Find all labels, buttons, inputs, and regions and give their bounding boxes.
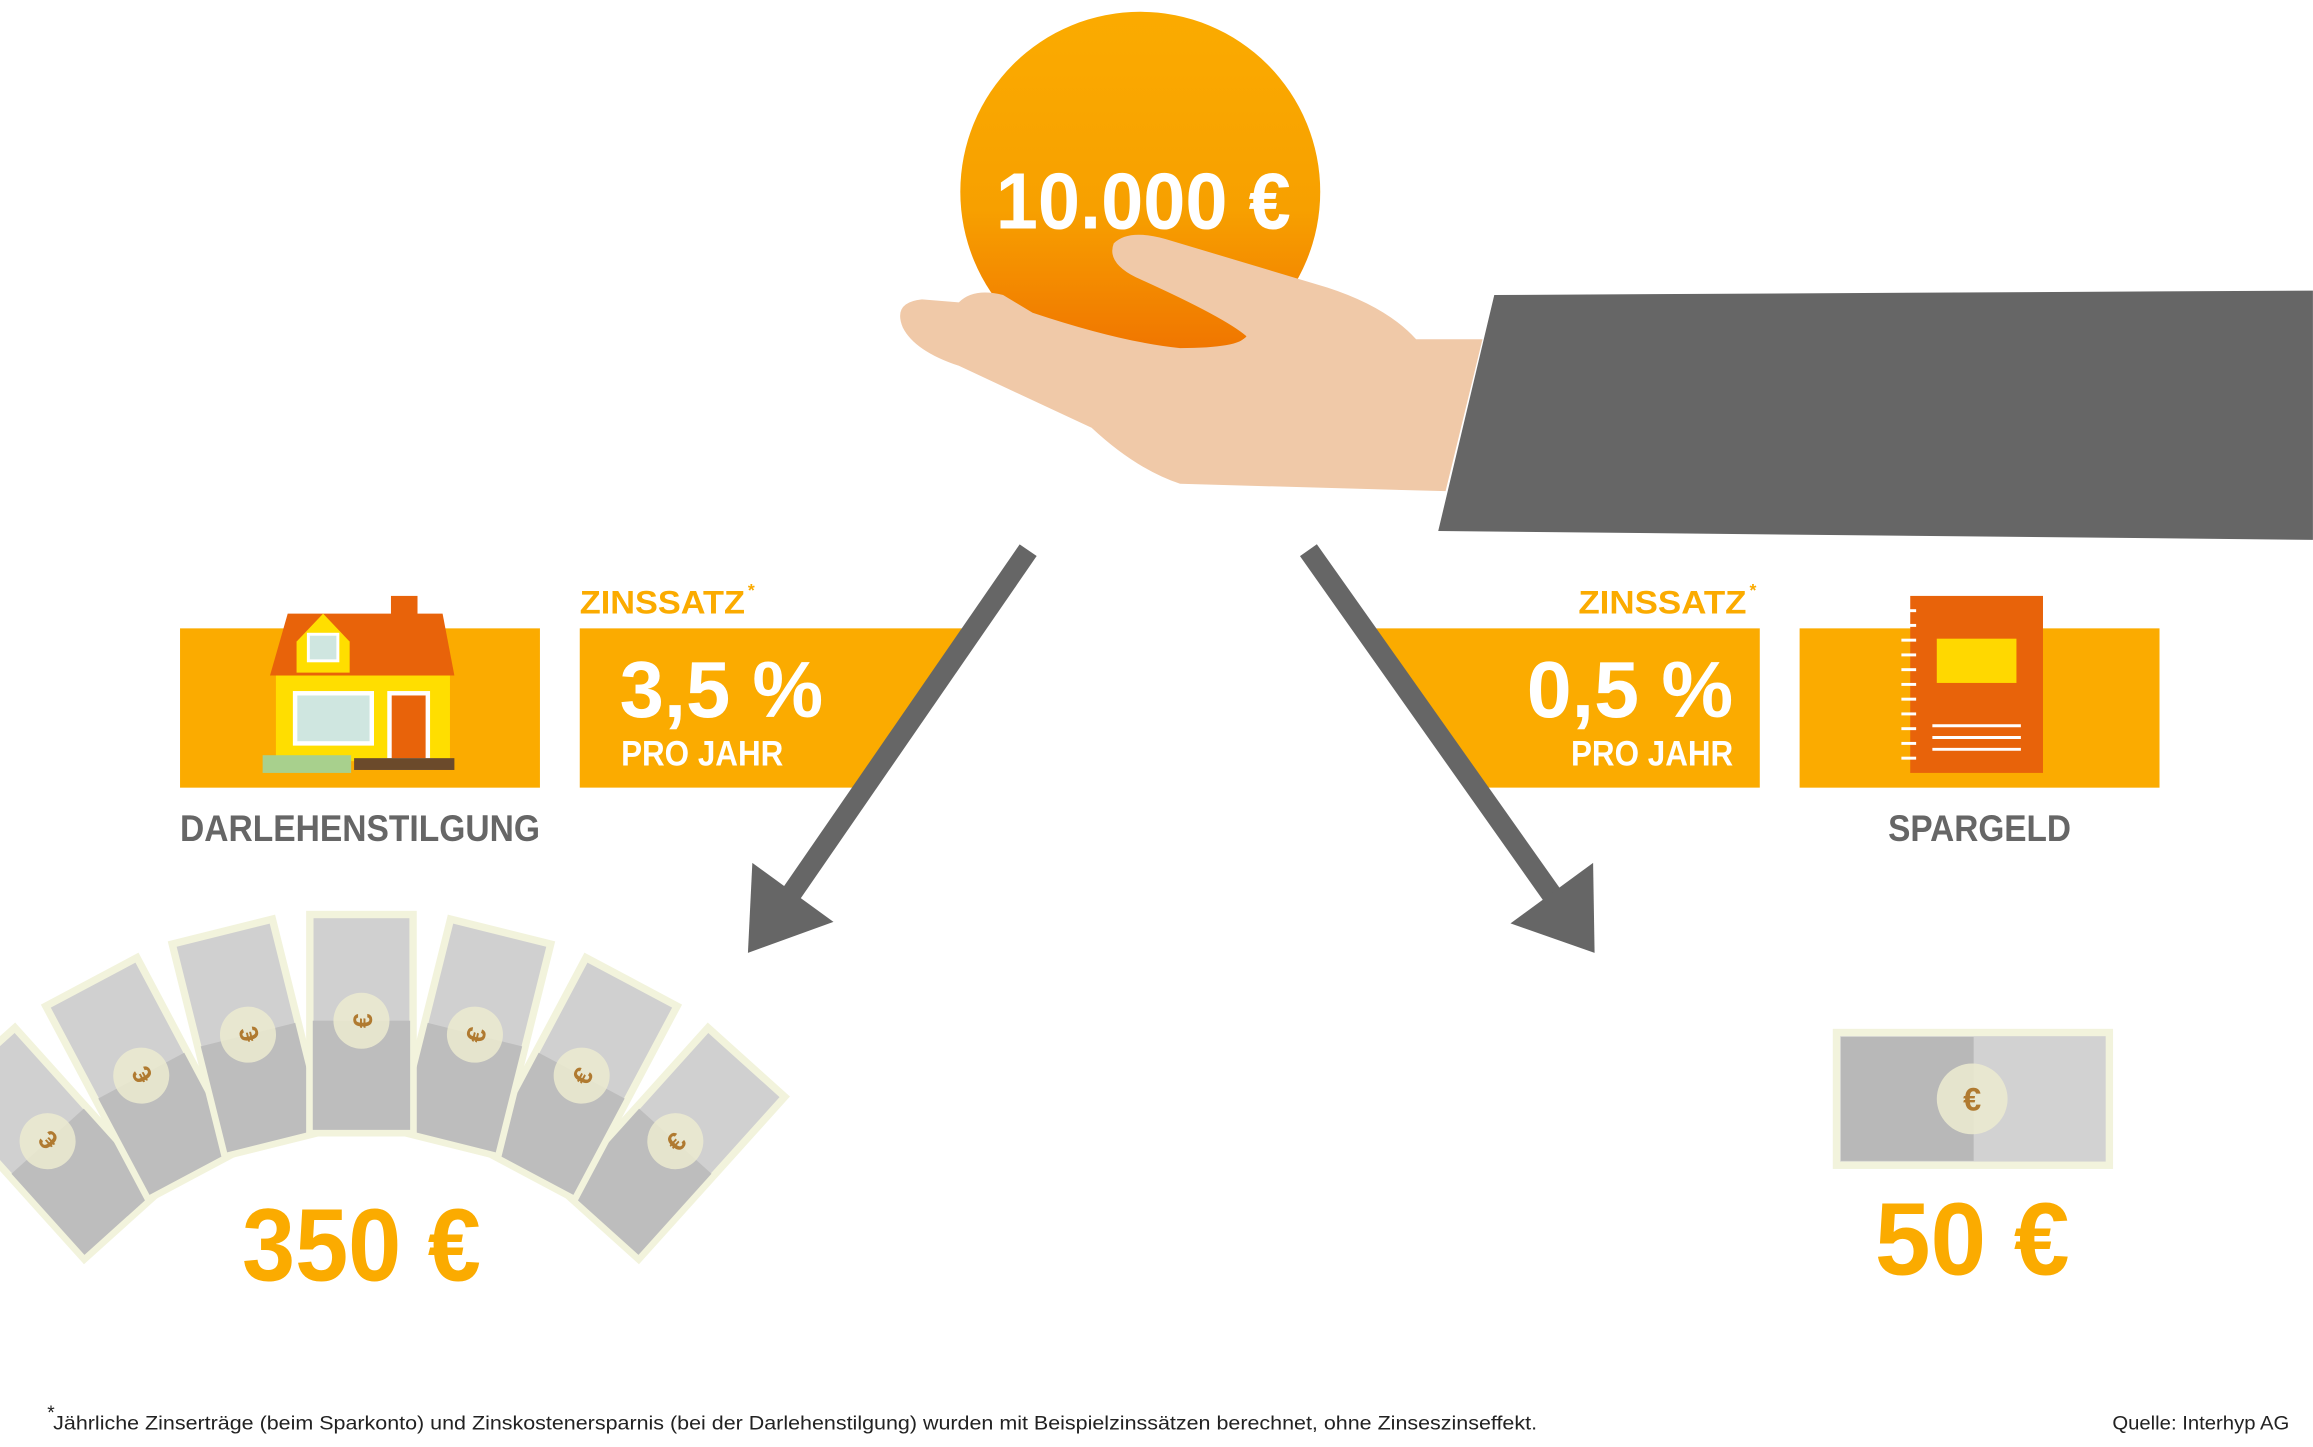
bill: € <box>1832 1028 2114 1169</box>
bill: € <box>393 914 556 1161</box>
arrow-right <box>1299 544 1595 953</box>
left-label: DARLEHENSTILGUNG <box>180 808 540 849</box>
right-rate-unit: PRO JAHR <box>1571 734 1733 774</box>
euro-icon: € <box>460 1024 493 1046</box>
source: Quelle: Interhyp AG <box>2112 1413 2289 1434</box>
sleeve <box>1438 290 2313 540</box>
bill: € <box>40 952 245 1204</box>
right-rate-box <box>1371 628 1760 788</box>
footnote-marker: * <box>47 1403 55 1424</box>
left-rate-heading: ZINSSATZ <box>580 585 745 621</box>
bill: € <box>478 952 683 1204</box>
left-result: 350 € <box>242 1187 481 1302</box>
euro-icon: € <box>233 1023 266 1045</box>
svg-text:ZINSSATZ: ZINSSATZ <box>580 585 745 621</box>
right-rate-value: 0,5 % <box>1527 645 1734 734</box>
arrow-left <box>747 544 1037 953</box>
coin-amount: 10.000 € <box>996 157 1291 246</box>
house-icon <box>262 595 455 773</box>
euro-icon: € <box>348 1013 378 1028</box>
left-rate-asterisk: * <box>748 580 755 600</box>
savings-book-icon <box>1901 595 2043 773</box>
right-label: SPARGELD <box>1888 808 2071 849</box>
right-result: 50 € <box>1875 1181 2070 1296</box>
right-rate-heading: ZINSSATZ <box>1578 585 1746 621</box>
bill: € <box>306 910 417 1137</box>
bill: € <box>167 914 330 1161</box>
hand <box>900 234 1483 492</box>
footnote: Jährliche Zinserträge (beim Sparkonto) u… <box>53 1413 1537 1434</box>
euro-icon: € <box>1963 1082 1981 1118</box>
bill: € <box>0 1022 167 1265</box>
left-rate-box <box>579 628 974 788</box>
left-rate-value: 3,5 % <box>620 645 824 734</box>
right-rate-asterisk: * <box>1749 580 1756 600</box>
bill: € <box>556 1022 790 1265</box>
left-rate-unit: PRO JAHR <box>621 734 783 774</box>
bill-fan: € € € € € € € <box>0 910 790 1265</box>
